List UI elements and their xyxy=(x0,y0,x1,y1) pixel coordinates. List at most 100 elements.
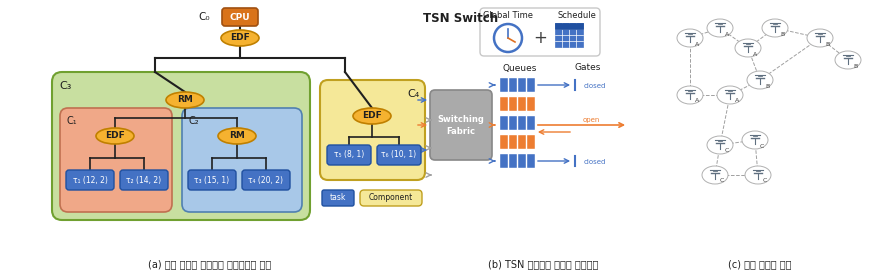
Text: TSN Switch: TSN Switch xyxy=(423,11,498,24)
Ellipse shape xyxy=(702,166,728,184)
Ellipse shape xyxy=(353,108,391,124)
FancyBboxPatch shape xyxy=(60,108,172,212)
FancyBboxPatch shape xyxy=(327,145,371,165)
Text: closed: closed xyxy=(583,83,606,89)
Text: B: B xyxy=(780,31,784,36)
Bar xyxy=(555,23,583,29)
FancyBboxPatch shape xyxy=(52,72,310,220)
Text: EDF: EDF xyxy=(362,111,382,120)
Text: B: B xyxy=(765,83,769,88)
Bar xyxy=(509,78,517,92)
Text: C: C xyxy=(760,143,765,148)
Text: EDF: EDF xyxy=(230,34,250,43)
Text: Schedule: Schedule xyxy=(558,11,597,21)
FancyBboxPatch shape xyxy=(222,8,258,26)
Text: RM: RM xyxy=(177,96,193,105)
Text: Component: Component xyxy=(369,193,413,202)
Bar xyxy=(500,78,508,92)
Ellipse shape xyxy=(218,128,256,144)
Ellipse shape xyxy=(747,71,773,89)
Text: +: + xyxy=(533,29,547,47)
Text: C: C xyxy=(725,148,729,153)
Bar xyxy=(509,97,517,111)
Ellipse shape xyxy=(96,128,134,144)
Text: A: A xyxy=(735,98,739,103)
Ellipse shape xyxy=(742,131,768,149)
Text: task: task xyxy=(330,193,347,202)
Text: B: B xyxy=(853,63,857,68)
Bar xyxy=(509,116,517,130)
Ellipse shape xyxy=(221,30,259,46)
Bar xyxy=(509,135,517,149)
Text: A: A xyxy=(695,98,699,103)
Bar xyxy=(527,78,535,92)
FancyBboxPatch shape xyxy=(182,108,302,212)
Text: (b) TSN 네트워크 스위치 스케줄링: (b) TSN 네트워크 스위치 스케줄링 xyxy=(488,259,598,269)
Text: Gates: Gates xyxy=(575,63,601,73)
Bar xyxy=(518,116,526,130)
Ellipse shape xyxy=(735,39,761,57)
Bar xyxy=(500,116,508,130)
Text: C: C xyxy=(720,178,724,183)
Ellipse shape xyxy=(677,86,703,104)
Text: closed: closed xyxy=(583,159,606,165)
Ellipse shape xyxy=(707,19,733,37)
Text: τ₆ (10, 1): τ₆ (10, 1) xyxy=(381,150,416,160)
Text: τ₂ (14, 2): τ₂ (14, 2) xyxy=(126,175,162,185)
Bar xyxy=(555,23,583,47)
Text: A: A xyxy=(753,51,758,56)
FancyBboxPatch shape xyxy=(377,145,421,165)
FancyBboxPatch shape xyxy=(242,170,290,190)
Text: C: C xyxy=(763,178,767,183)
Ellipse shape xyxy=(807,29,833,47)
Ellipse shape xyxy=(494,24,522,52)
Bar xyxy=(527,116,535,130)
Text: τ₁ (12, 2): τ₁ (12, 2) xyxy=(72,175,108,185)
FancyBboxPatch shape xyxy=(430,90,492,160)
Bar xyxy=(500,135,508,149)
Text: open: open xyxy=(583,117,599,123)
Bar xyxy=(527,154,535,168)
Text: RM: RM xyxy=(229,131,245,140)
Bar xyxy=(527,135,535,149)
Ellipse shape xyxy=(717,86,743,104)
FancyBboxPatch shape xyxy=(188,170,236,190)
FancyBboxPatch shape xyxy=(480,8,600,56)
Text: τ₅ (8, 1): τ₅ (8, 1) xyxy=(334,150,364,160)
Ellipse shape xyxy=(166,92,204,108)
Bar xyxy=(518,135,526,149)
Text: Global Time: Global Time xyxy=(483,11,533,21)
Ellipse shape xyxy=(707,136,733,154)
Text: B: B xyxy=(825,41,829,46)
Bar xyxy=(518,154,526,168)
Text: A: A xyxy=(695,41,699,46)
Text: C₄: C₄ xyxy=(407,89,419,99)
FancyBboxPatch shape xyxy=(360,190,422,206)
Text: Queues: Queues xyxy=(503,63,537,73)
Bar xyxy=(509,154,517,168)
Ellipse shape xyxy=(677,29,703,47)
Bar xyxy=(518,78,526,92)
Bar xyxy=(500,154,508,168)
Text: C₂: C₂ xyxy=(188,116,199,126)
Text: CPU: CPU xyxy=(230,13,250,21)
Text: (c) 그룹 무인기 정찰: (c) 그룹 무인기 정찰 xyxy=(728,259,792,269)
Text: (a) 합성 실시간 스케줄링 프레임워크 예제: (a) 합성 실시간 스케줄링 프레임워크 예제 xyxy=(149,259,271,269)
Text: τ₄ (20, 2): τ₄ (20, 2) xyxy=(248,175,284,185)
FancyBboxPatch shape xyxy=(320,80,425,180)
Bar xyxy=(500,97,508,111)
Text: C₁: C₁ xyxy=(66,116,77,126)
FancyBboxPatch shape xyxy=(120,170,168,190)
Text: τ₃ (15, 1): τ₃ (15, 1) xyxy=(194,175,230,185)
Text: C₃: C₃ xyxy=(60,81,72,91)
Text: Fabric: Fabric xyxy=(446,128,476,136)
Text: Switching: Switching xyxy=(438,115,484,125)
Ellipse shape xyxy=(835,51,861,69)
FancyBboxPatch shape xyxy=(66,170,114,190)
Bar xyxy=(518,97,526,111)
Ellipse shape xyxy=(762,19,788,37)
Bar xyxy=(527,97,535,111)
Text: EDF: EDF xyxy=(105,131,125,140)
Ellipse shape xyxy=(745,166,771,184)
FancyBboxPatch shape xyxy=(322,190,354,206)
